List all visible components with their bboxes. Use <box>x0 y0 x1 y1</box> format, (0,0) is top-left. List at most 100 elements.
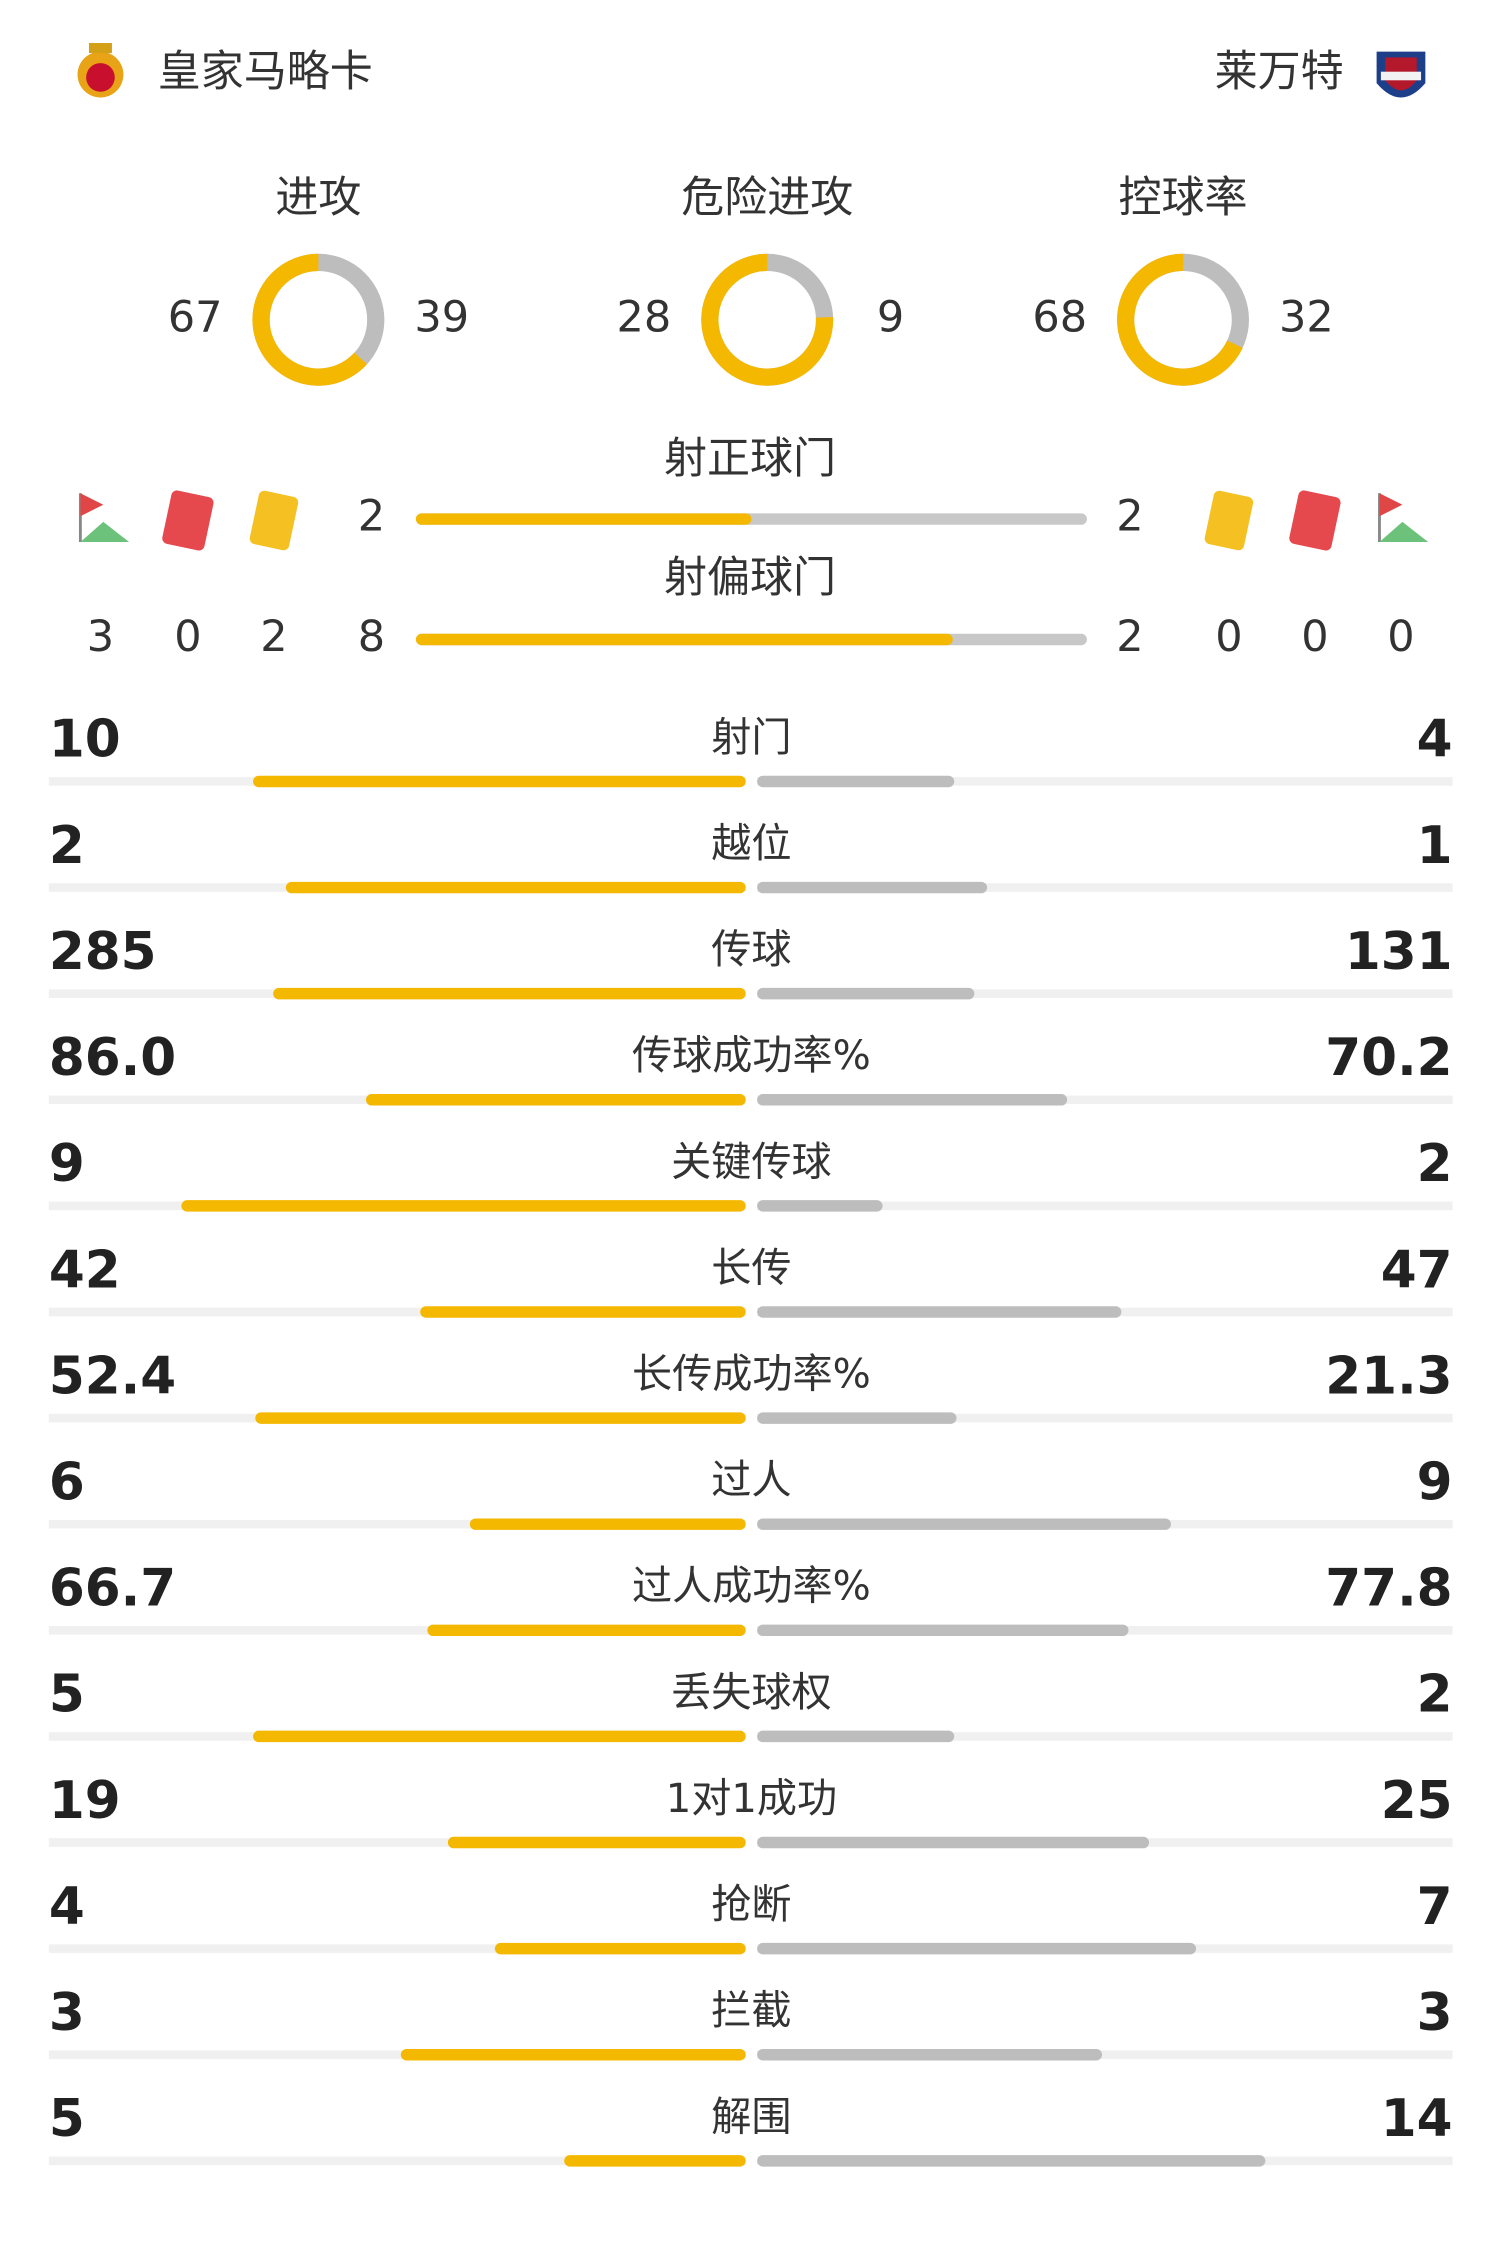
away-name: 莱万特 <box>1215 47 1344 97</box>
stat-away-value: 2 <box>1417 1665 1453 1725</box>
home-corner-icon <box>78 493 130 543</box>
stat-home-bar <box>447 1836 746 1849</box>
stat-track <box>48 1519 746 1529</box>
stat-home-value: 66.7 <box>49 1559 176 1619</box>
stat-home-bar <box>273 987 746 1000</box>
stat-home-bar <box>253 775 746 788</box>
stat-label: 1对1成功 <box>666 1776 837 1822</box>
ring-home-arc <box>252 253 368 386</box>
stat-home-bar <box>494 1942 746 1955</box>
away-yellow-card-icon <box>1204 490 1254 551</box>
stat-label: 解围 <box>711 2094 791 2140</box>
stat-home-value: 10 <box>49 710 121 770</box>
stat-label: 过人 <box>711 1458 791 1504</box>
stat-away-bar <box>757 1412 957 1424</box>
stat-home-value: 2 <box>49 816 85 876</box>
stat-away-value: 131 <box>1345 922 1453 982</box>
stat-home-bar <box>400 2048 746 2061</box>
stat-home-value: 6 <box>49 1452 85 1512</box>
home-yellow-card-icon <box>249 490 299 551</box>
home-corners: 3 <box>87 612 114 662</box>
shot-label: 射正球门 <box>664 434 836 484</box>
stat-track <box>757 777 1453 786</box>
shot-label: 射偏球门 <box>664 553 836 603</box>
home-logo <box>77 43 124 98</box>
stat-away-bar <box>757 775 955 788</box>
away-red-cards: 0 <box>1301 612 1328 662</box>
shot-away-value: 2 <box>1116 612 1143 662</box>
stat-home-value: 285 <box>49 922 157 982</box>
ring-away-value: 39 <box>414 292 469 342</box>
shot-home-value: 2 <box>358 492 385 542</box>
stat-away-value: 2 <box>1417 1134 1453 1194</box>
stat-away-value: 9 <box>1417 1452 1453 1512</box>
stat-home-value: 5 <box>49 2089 85 2149</box>
ring-home-arc <box>1117 253 1243 386</box>
stat-home-value: 42 <box>49 1240 121 1300</box>
stat-track <box>757 1201 1453 1211</box>
stat-track <box>757 2050 1453 2060</box>
stat-track <box>48 1307 746 1317</box>
stat-home-bar <box>469 1518 746 1530</box>
stat-away-bar <box>757 1306 1122 1318</box>
ring-away-value: 9 <box>877 292 904 342</box>
stat-away-value: 47 <box>1381 1240 1453 1300</box>
stat-label: 传球 <box>711 927 791 973</box>
stat-home-bar <box>285 881 746 894</box>
home-red-card-icon <box>162 490 214 551</box>
ring-home-value: 67 <box>168 292 223 342</box>
stat-track <box>757 883 1453 892</box>
stat-home-bar <box>365 1094 746 1106</box>
stat-away-value: 25 <box>1381 1771 1453 1831</box>
stat-label: 长传 <box>711 1245 791 1291</box>
ring-away-value: 32 <box>1279 292 1334 342</box>
stat-away-bar <box>757 881 988 894</box>
ring-home-value: 68 <box>1032 292 1087 342</box>
home-yellow-cards: 2 <box>260 612 287 662</box>
stat-label: 射门 <box>711 715 791 761</box>
stat-away-bar <box>757 1624 1129 1637</box>
stat-away-bar <box>757 987 975 1000</box>
stat-home-bar <box>181 1200 746 1212</box>
stat-away-value: 7 <box>1417 1877 1453 1937</box>
ring-label: 危险进攻 <box>681 173 853 223</box>
stat-away-bar <box>757 1094 1068 1106</box>
stat-label: 丢失球权 <box>671 1670 832 1716</box>
stat-home-value: 86.0 <box>49 1028 176 1088</box>
shot-home-bar <box>415 513 752 525</box>
stat-away-bar <box>757 2048 1103 2061</box>
shot-home-value: 8 <box>358 612 385 662</box>
stat-home-bar <box>564 2155 746 2167</box>
stat-home-value: 9 <box>49 1134 85 1194</box>
stat-away-value: 77.8 <box>1325 1559 1452 1619</box>
stat-label: 传球成功率% <box>632 1033 871 1079</box>
stat-label: 长传成功率% <box>632 1352 871 1398</box>
stat-away-value: 3 <box>1417 1983 1453 2043</box>
away-corner-icon <box>1378 493 1429 543</box>
stat-home-value: 4 <box>49 1877 85 1937</box>
stat-away-bar <box>757 1518 1171 1530</box>
stat-home-bar <box>420 1306 746 1318</box>
stat-home-bar <box>427 1624 746 1637</box>
stat-label: 过人成功率% <box>632 1564 871 1610</box>
shot-away-value: 2 <box>1116 492 1143 542</box>
home-red-cards: 0 <box>174 612 201 662</box>
stat-away-value: 1 <box>1417 816 1453 876</box>
shot-home-bar <box>415 633 953 646</box>
stat-away-value: 21.3 <box>1325 1346 1452 1406</box>
stat-home-value: 3 <box>49 1983 85 2043</box>
ring-home-value: 28 <box>617 292 672 342</box>
away-corners: 0 <box>1387 612 1414 662</box>
stat-away-bar <box>757 1942 1197 1955</box>
stat-away-value: 70.2 <box>1325 1028 1452 1088</box>
stat-away-bar <box>757 1836 1150 1849</box>
stat-away-bar <box>757 1730 955 1743</box>
stat-track <box>48 2156 746 2166</box>
stat-away-value: 4 <box>1417 710 1453 770</box>
stat-track <box>48 1944 746 1953</box>
stat-track <box>48 1838 746 1847</box>
ring-label: 进攻 <box>275 173 361 223</box>
stat-label: 越位 <box>711 821 791 867</box>
stat-home-value: 5 <box>49 1665 85 1725</box>
